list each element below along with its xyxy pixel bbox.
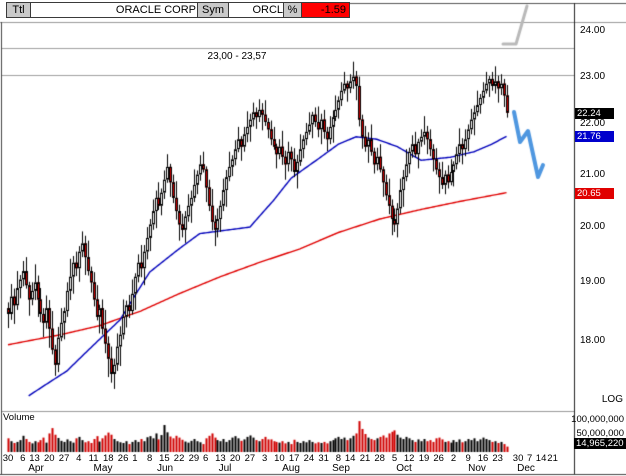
date-axis-week-label: 13 xyxy=(29,453,40,464)
date-axis-month-label: Apr xyxy=(28,463,44,474)
date-axis-week-label: 2 xyxy=(450,453,457,464)
last-price-badge: 22.24 xyxy=(575,108,614,119)
price-axis-label: 18.00 xyxy=(580,335,606,346)
company-name-field[interactable]: ORACLE CORP xyxy=(30,2,200,18)
percent-change-field: -1.59 xyxy=(301,2,350,18)
symbol-field-label: Sym xyxy=(197,2,229,18)
last-volume-badge: 14,965,220 xyxy=(574,438,626,449)
red-ma-badge: 20.65 xyxy=(575,188,614,199)
date-axis-week-label: 12 xyxy=(403,453,415,464)
date-axis-week-label: 6 xyxy=(20,453,26,464)
price-axis-label: 19.00 xyxy=(580,276,606,287)
date-axis-week-label: 28 xyxy=(374,453,385,464)
date-axis-week-label: 24 xyxy=(303,453,315,464)
date-axis-week-label: 21 xyxy=(547,453,558,464)
date-axis-month-label: Oct xyxy=(396,463,412,474)
date-axis-week-label: 10 xyxy=(274,453,285,464)
date-axis-week-label: 15 xyxy=(159,453,170,464)
volume-axis-label: 50,000,000 xyxy=(576,428,624,439)
date-axis-week-label: 20 xyxy=(44,453,55,464)
symbol-field[interactable]: ORCL xyxy=(228,2,287,18)
date-axis-week-label: 23 xyxy=(492,453,503,464)
date-axis-week-label: 27 xyxy=(244,453,256,464)
blue-ma-badge: 21.76 xyxy=(575,131,614,142)
date-axis-week-label: 9 xyxy=(465,453,471,464)
date-axis-week-label: 3 xyxy=(262,453,268,464)
date-axis-week-label: 26 xyxy=(433,453,444,464)
price-axis-label: 22.00 xyxy=(580,118,606,129)
price-axis-label: 24.00 xyxy=(580,25,606,36)
date-axis-month-label: Jun xyxy=(156,463,174,474)
price-axis-label: 23.00 xyxy=(580,71,606,82)
price-axis-label: 21.00 xyxy=(580,169,606,180)
date-axis-week-label: 17 xyxy=(288,453,300,464)
date-axis-week-label: 8 xyxy=(146,453,153,464)
date-axis-week-label: 30 xyxy=(512,453,524,464)
date-axis-week-label: 19 xyxy=(418,453,430,464)
date-axis-week-label: 14 xyxy=(535,453,547,464)
date-axis-week-label: 26 xyxy=(117,453,129,464)
title-field-label: Ttl xyxy=(6,2,31,18)
date-axis-week-label: 18 xyxy=(103,453,114,464)
date-axis-month-label: Sep xyxy=(332,463,350,474)
price-axis-label: 20.00 xyxy=(580,221,606,232)
volume-axis-label: 100,000,000 xyxy=(571,414,624,425)
date-axis-week-label: 29 xyxy=(188,453,200,464)
date-axis-month-label: Nov xyxy=(468,463,486,474)
percent-field-label: % xyxy=(283,2,302,18)
date-axis-week-label: 20 xyxy=(229,453,241,464)
date-axis-week-label: 11 xyxy=(88,453,99,464)
date-axis-week-label: 6 xyxy=(203,453,209,464)
date-axis-week-label: 22 xyxy=(173,453,185,464)
date-axis-week-label: 31 xyxy=(318,453,329,464)
date-axis-week-label: 21 xyxy=(359,453,371,464)
date-axis-week-label: 27 xyxy=(58,453,70,464)
date-axis-week-label: 13 xyxy=(215,453,226,464)
date-axis-week-label: 30 xyxy=(2,453,14,464)
date-axis-week-label: 7 xyxy=(526,453,533,464)
date-axis-month-label: Dec xyxy=(517,463,535,474)
resistance-zone-label: 23,00 - 23,57 xyxy=(207,51,267,62)
date-axis-month-label: May xyxy=(93,463,113,474)
date-axis-week-label: 4 xyxy=(76,453,82,464)
date-axis-week-label: 5 xyxy=(391,453,398,464)
date-axis-week-label: 16 xyxy=(477,453,489,464)
date-axis-month-label: Aug xyxy=(282,463,300,474)
volume-pane-caption: Volume xyxy=(3,412,35,423)
date-axis-week-label: 1 xyxy=(132,453,138,464)
log-scale-label[interactable]: LOG xyxy=(601,394,623,405)
date-axis-week-label: 14 xyxy=(344,453,356,464)
date-axis-week-label: 8 xyxy=(335,453,342,464)
date-axis-month-label: Jul xyxy=(218,463,232,474)
